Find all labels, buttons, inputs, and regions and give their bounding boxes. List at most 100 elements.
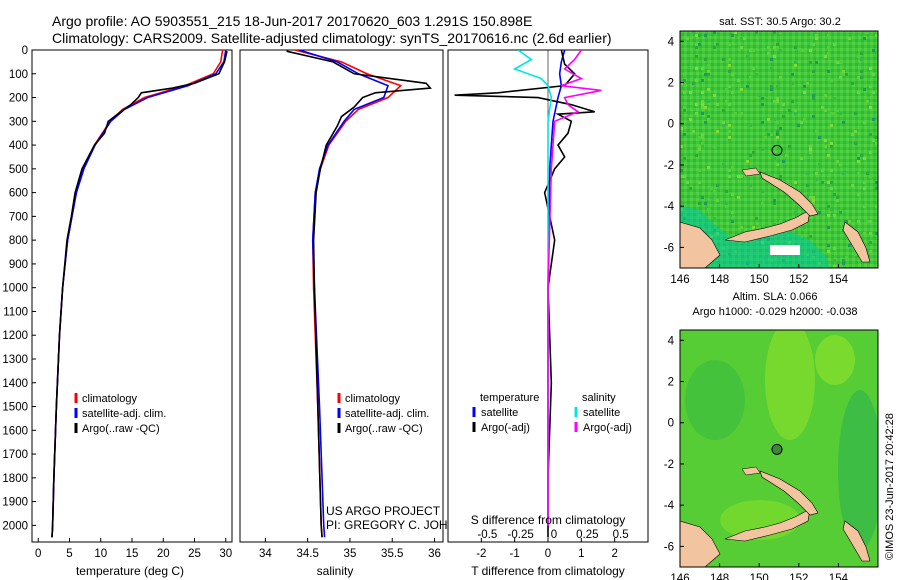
sst-pixel	[830, 169, 833, 172]
sst-pixel	[815, 61, 818, 64]
sst-pixel	[731, 220, 734, 223]
credit-timestamp: ©IMOS 23-Jun-2017 20:42:28	[884, 413, 896, 560]
sst-pixel	[842, 121, 845, 124]
sst-pixel	[779, 175, 782, 178]
map-ytick-label: -4	[664, 500, 675, 512]
sst-pixel	[749, 154, 752, 157]
sst-pixel	[683, 175, 686, 178]
series-line-argo-raw-qc-	[51, 51, 228, 538]
sst-pixel	[728, 64, 731, 67]
sst-pixel	[794, 109, 797, 112]
sst-pixel	[710, 187, 713, 190]
sst-pixel	[737, 196, 740, 199]
difference-legend: temperature salinity satellite Argo(-adj) sa…	[472, 392, 632, 434]
sst-pixel	[758, 94, 761, 97]
sst-pixel	[809, 235, 812, 238]
sst-pixel	[854, 112, 857, 115]
temperature-axes-frame	[31, 49, 233, 543]
sst-pixel	[836, 196, 839, 199]
map-ytick-label: 0	[668, 119, 674, 131]
map-ytick-label: -4	[664, 201, 675, 213]
sst-pixel	[683, 79, 686, 82]
sst-pixel	[698, 136, 701, 139]
xtick-label: -2	[476, 548, 486, 560]
xtick-label: 2	[611, 548, 617, 560]
salinity-axes-frame	[239, 49, 444, 543]
sst-pixel	[770, 85, 773, 88]
legend-entry: climatology	[345, 393, 401, 405]
sst-pixel	[827, 250, 830, 253]
xtick-label: 1	[578, 548, 584, 560]
sst-pixel	[728, 169, 731, 172]
sst-pixel	[707, 73, 710, 76]
sst-pixel	[746, 85, 749, 88]
sst-pixel	[752, 226, 755, 229]
sst-pixel	[824, 139, 827, 142]
sst-pixel	[710, 196, 713, 199]
sst-pixel	[713, 31, 716, 34]
sst-pixel	[773, 118, 776, 121]
sst-pixel	[800, 121, 803, 124]
sst-pixel	[722, 121, 725, 124]
secondary-xtick-label: -0.25	[508, 529, 534, 541]
sst-pixel	[803, 85, 806, 88]
sst-pixel	[692, 31, 695, 34]
sst-pixel	[875, 142, 878, 145]
series-line-s-argo-adj-	[547, 50, 602, 526]
sst-pixel	[809, 196, 812, 199]
sst-pixel	[722, 124, 725, 127]
sst-pixel	[827, 226, 830, 229]
sst-pixel	[803, 226, 806, 229]
sst-pixel	[713, 190, 716, 193]
sst-pixel	[716, 103, 719, 106]
sst-pixel	[752, 49, 755, 52]
sst-pixel	[758, 226, 761, 229]
sst-pixel	[827, 181, 830, 184]
map-ytick-label: 2	[668, 78, 674, 90]
sst-pixel	[749, 184, 752, 187]
sst-pixel	[731, 193, 734, 196]
sst-pixel	[842, 259, 845, 262]
sst-pixel	[875, 34, 878, 37]
sst-pixel	[692, 130, 695, 133]
sst-pixel	[761, 202, 764, 205]
sst-pixel	[701, 112, 704, 115]
sst-pixel	[680, 175, 683, 178]
map-xtick-label: 150	[750, 573, 769, 580]
sst-pixel	[743, 37, 746, 40]
sst-pixel	[839, 76, 842, 79]
sst-pixel	[863, 37, 866, 40]
sst-pixel	[701, 100, 704, 103]
sst-pixel	[728, 43, 731, 46]
map-xtick-label: 146	[670, 573, 689, 580]
sst-pixel	[854, 142, 857, 145]
sst-pixel	[836, 61, 839, 64]
sst-pixel	[770, 58, 773, 61]
sst-pixel	[761, 103, 764, 106]
sst-pixel	[839, 61, 842, 64]
sst-pixel	[755, 31, 758, 34]
sst-pixel	[716, 199, 719, 202]
sst-pixel	[857, 157, 860, 160]
sst-pixel	[845, 73, 848, 76]
sst-pixel	[833, 259, 836, 262]
sst-pixel	[773, 202, 776, 205]
sst-pixel	[857, 55, 860, 58]
sst-pixel	[824, 109, 827, 112]
sst-pixel	[779, 127, 782, 130]
sst-pixel	[701, 133, 704, 136]
sst-pixel	[830, 145, 833, 148]
sst-pixel	[857, 160, 860, 163]
sst-pixel	[770, 88, 773, 91]
sst-pixel	[818, 136, 821, 139]
sst-pixel	[794, 181, 797, 184]
sst-pixel	[824, 145, 827, 148]
sst-pixel	[770, 67, 773, 70]
sst-pixel	[698, 181, 701, 184]
sst-pixel	[869, 175, 872, 178]
xtick-label: 10	[94, 548, 107, 560]
series-line-argo-raw-qc-	[286, 50, 432, 538]
sla-land-newireland	[759, 470, 819, 516]
figure-title-line2: Climatology: CARS2009. Satellite-adjuste…	[52, 30, 612, 46]
secondary-xtick-label: 0	[551, 529, 557, 541]
